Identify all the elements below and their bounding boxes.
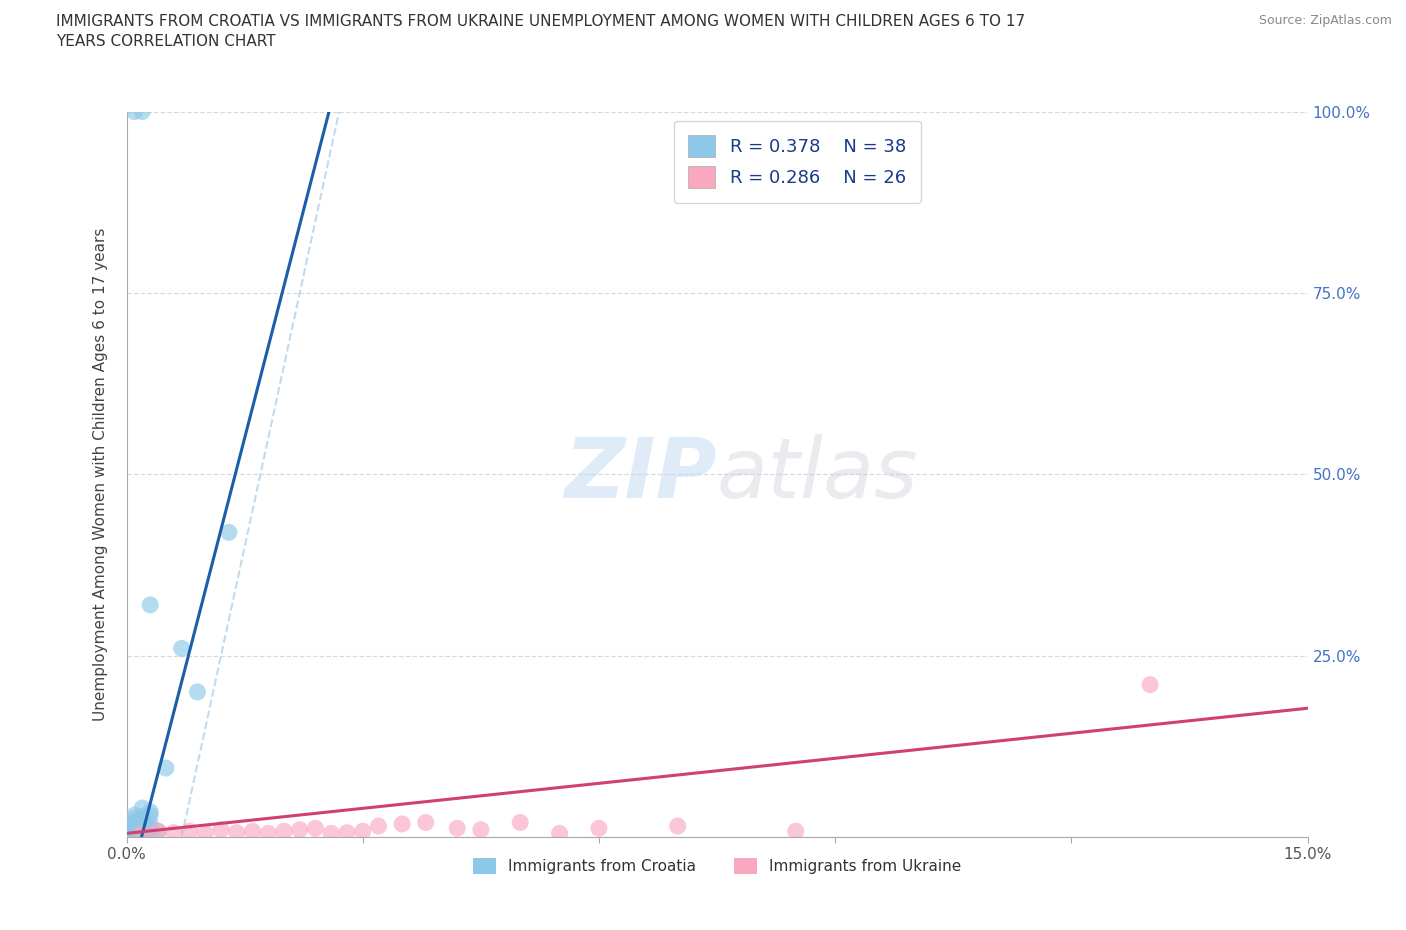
Point (170, 641, 193, 656)
Point (139, 825, 162, 840)
Text: atlas: atlas (717, 433, 918, 515)
Y-axis label: Unemployment Among Women with Children Ages 6 to 17 years: Unemployment Among Women with Children A… (93, 228, 108, 721)
Text: ZIP: ZIP (564, 433, 717, 515)
Point (124, 817, 146, 831)
Point (588, 821, 610, 836)
Point (124, 826, 146, 841)
Text: Source: ZipAtlas.com: Source: ZipAtlas.com (1258, 14, 1392, 27)
Point (124, 826, 146, 841)
Point (124, 821, 146, 836)
Point (124, 818, 146, 833)
Point (336, 825, 359, 840)
Point (124, 104, 146, 119)
Point (209, 822, 232, 837)
Point (352, 824, 374, 839)
Point (1139, 677, 1161, 692)
Text: IMMIGRANTS FROM CROATIA VS IMMIGRANTS FROM UKRAINE UNEMPLOYMENT AMONG WOMEN WITH: IMMIGRANTS FROM CROATIA VS IMMIGRANTS FR… (56, 14, 1025, 29)
Point (273, 824, 295, 839)
Point (415, 815, 437, 830)
Point (146, 824, 169, 839)
Point (139, 822, 162, 837)
Point (131, 821, 153, 836)
Point (124, 824, 146, 839)
Point (131, 826, 153, 841)
Point (131, 824, 153, 839)
Point (446, 821, 468, 836)
Point (304, 821, 326, 836)
Point (131, 824, 153, 839)
Point (131, 826, 153, 841)
Point (124, 824, 146, 839)
Point (124, 822, 146, 837)
Point (139, 808, 162, 823)
Point (225, 825, 247, 840)
Point (131, 801, 153, 816)
Point (131, 822, 153, 837)
Point (548, 826, 571, 841)
Point (321, 826, 343, 841)
Point (186, 684, 208, 699)
Point (509, 815, 531, 830)
Point (131, 818, 153, 833)
Point (242, 824, 264, 839)
Point (179, 824, 201, 839)
Point (288, 822, 311, 837)
Point (124, 811, 146, 827)
Point (257, 826, 280, 841)
Point (139, 824, 162, 839)
Point (139, 821, 162, 836)
Point (155, 761, 177, 776)
Point (146, 824, 169, 839)
Point (139, 597, 162, 612)
Point (131, 818, 153, 833)
Point (785, 824, 807, 839)
Point (139, 804, 162, 819)
Point (131, 809, 153, 824)
Legend: Immigrants from Croatia, Immigrants from Ukraine: Immigrants from Croatia, Immigrants from… (467, 852, 967, 880)
Point (124, 808, 146, 823)
Point (666, 818, 689, 833)
Point (391, 817, 413, 831)
Point (470, 822, 492, 837)
Text: YEARS CORRELATION CHART: YEARS CORRELATION CHART (56, 34, 276, 49)
Point (124, 815, 146, 830)
Point (163, 825, 186, 840)
Point (131, 104, 153, 119)
Point (139, 817, 162, 831)
Point (194, 826, 217, 841)
Point (131, 814, 153, 829)
Point (131, 817, 153, 831)
Point (218, 525, 240, 539)
Point (367, 818, 389, 833)
Point (131, 826, 153, 841)
